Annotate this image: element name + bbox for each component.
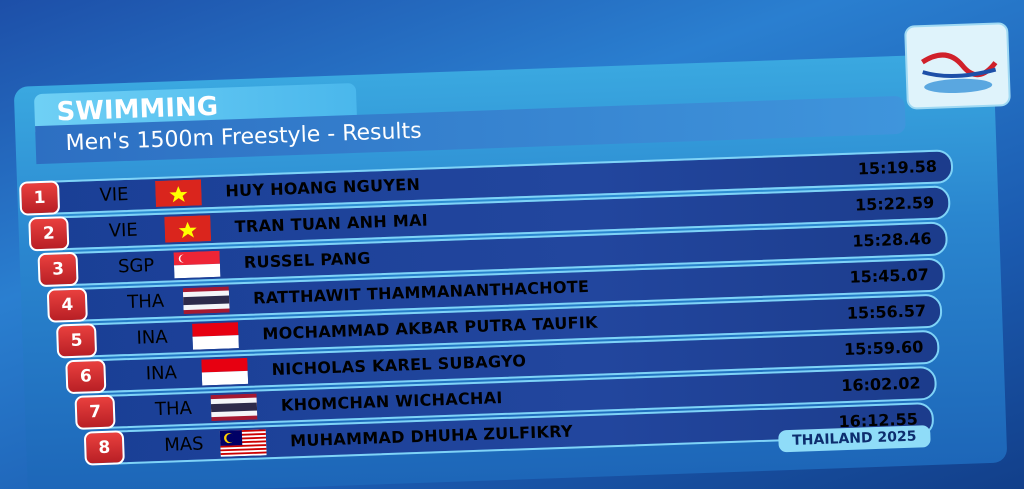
results-list: 1 VIE HUY HOANG NGUYEN 15:19.58 2 VIE TRAN TUA… [0, 0, 1015, 466]
rank: 2 [28, 216, 70, 252]
country-code: VIE [99, 183, 129, 206]
country-code: INA [145, 362, 178, 385]
country-code: VIE [108, 219, 139, 242]
athlete-name: RUSSEL PANG [243, 248, 371, 272]
country-code: THA [154, 397, 193, 421]
time: 15:19.58 [857, 156, 938, 179]
flag [201, 357, 249, 386]
rank: 3 [37, 251, 79, 288]
flag-box [201, 357, 249, 386]
flag-box [219, 429, 267, 457]
flag [182, 286, 230, 315]
rank: 5 [55, 323, 98, 359]
time: 15:22.59 [854, 192, 935, 215]
flag [219, 429, 267, 457]
country-code: MAS [163, 433, 204, 456]
country-code: THA [126, 290, 165, 314]
games-logo [904, 22, 1011, 110]
flag [164, 215, 212, 243]
time: 15:56.57 [846, 301, 927, 323]
flag-box [192, 322, 239, 350]
time: 15:59.60 [843, 337, 924, 360]
flag-box [210, 393, 258, 422]
flag-box [155, 179, 202, 207]
flag [192, 322, 239, 350]
time: 15:45.07 [849, 265, 930, 287]
flag-box [173, 250, 221, 279]
rank: 7 [74, 394, 116, 430]
logo-art [920, 52, 998, 93]
rank: 6 [65, 358, 107, 395]
flag [173, 250, 221, 279]
rank: 8 [83, 430, 125, 466]
time: 15:28.46 [851, 228, 932, 251]
rank: 4 [46, 287, 88, 323]
rank: 1 [18, 180, 61, 216]
flag [210, 393, 258, 422]
flag [155, 179, 202, 207]
country-code: SGP [117, 255, 155, 278]
time: 16:02.02 [840, 373, 921, 396]
flag-box [164, 215, 212, 243]
country-code: INA [136, 326, 168, 349]
flag-box [182, 286, 230, 315]
